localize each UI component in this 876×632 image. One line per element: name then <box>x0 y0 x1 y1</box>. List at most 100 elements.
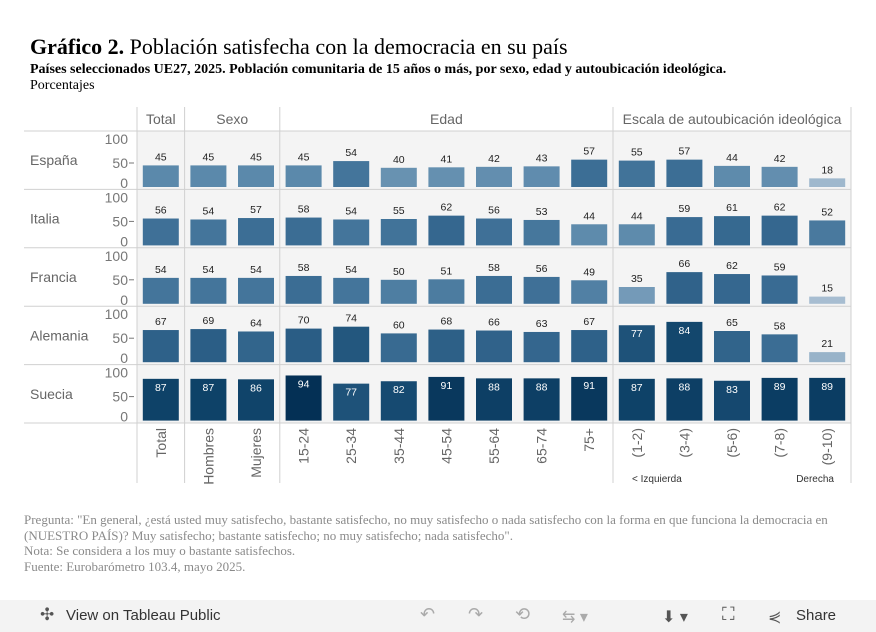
bar-Francia-Hombres <box>190 277 227 304</box>
x-tick-label: 65-74 <box>534 428 550 464</box>
bar-España-45-54 <box>428 167 465 187</box>
x-tick-label: (1-2) <box>629 428 645 458</box>
row-label-Suecia: Suecia <box>30 386 73 402</box>
data-label: 77 <box>345 387 357 399</box>
bar-España-25-34 <box>333 161 370 187</box>
bar-España-(3-4) <box>666 159 703 187</box>
tableau-logo-icon: ✣ <box>40 605 55 624</box>
bar-Alemania-(9-10) <box>809 352 846 363</box>
subtitle-bold: Países seleccionados UE27, 2025. Poblaci… <box>30 62 727 77</box>
y-tick-label: 100 <box>105 306 129 322</box>
data-label: 15 <box>821 283 833 295</box>
data-label: 87 <box>155 382 167 394</box>
undo-icon[interactable]: ↶ <box>420 604 436 624</box>
x-tick-label: 45-54 <box>438 428 454 464</box>
row-label-Francia: Francia <box>30 269 77 285</box>
data-label: 50 <box>393 266 405 278</box>
note-nota: Nota: Se considera a los muy o bastante … <box>24 543 296 558</box>
bar-España-(9-10) <box>809 178 846 187</box>
y-tick-label: 50 <box>112 155 128 171</box>
bar-Suecia-65-74 <box>523 378 560 421</box>
data-label: 45 <box>155 151 167 163</box>
data-label: 45 <box>203 151 215 163</box>
data-label: 58 <box>298 262 310 274</box>
bar-España-15-24 <box>285 165 322 187</box>
subtitle-text: Porcentajes <box>30 78 95 93</box>
y-tick-label: 100 <box>105 365 129 381</box>
bar-Francia-25-34 <box>333 277 370 304</box>
download-icon[interactable]: ⬇ ▾ <box>662 609 688 626</box>
row-label-Alemania: Alemania <box>30 327 89 343</box>
bar-Italia-(9-10) <box>809 220 846 246</box>
data-label: 62 <box>726 260 738 272</box>
data-label: 54 <box>250 264 262 276</box>
revert-icon[interactable]: ⟲ <box>515 604 531 624</box>
data-label: 94 <box>298 378 310 390</box>
data-label: 44 <box>726 152 738 164</box>
bar-Francia-(7-8) <box>761 275 798 304</box>
share-icon[interactable]: ⋞ <box>768 609 782 626</box>
refresh-icon[interactable]: ⇆ ▾ <box>562 609 588 626</box>
view-on-tableau-link[interactable]: View on Tableau Public <box>66 607 221 624</box>
bar-chart: Total Sexo Edad Escala de autoubicación ide… <box>24 107 852 485</box>
group-header: Sexo <box>216 111 248 127</box>
bar-Alemania-55-64 <box>476 330 512 363</box>
row-label-España: España <box>30 152 78 168</box>
data-label: 77 <box>631 328 643 340</box>
bar-Francia-15-24 <box>285 275 322 304</box>
tableau-toolbar: ✣ View on Tableau Public ↶ ↷ ⟲ ⇆ ▾ ⬇ ▾ ⛶… <box>0 600 876 632</box>
bar-Italia-65-74 <box>523 219 560 246</box>
bar-Suecia-(3-4) <box>666 378 703 421</box>
y-tick-label: 50 <box>112 213 128 229</box>
share-button[interactable]: Share <box>796 607 837 624</box>
group-header: Edad <box>430 111 463 127</box>
bar-Alemania-35-44 <box>380 333 417 363</box>
data-label: 62 <box>774 202 786 214</box>
y-tick-label: 100 <box>105 131 129 147</box>
bar-España-Mujeres <box>238 165 274 187</box>
bar-Francia-(5-6) <box>714 274 750 304</box>
bar-Italia-(7-8) <box>761 215 798 246</box>
data-label: 54 <box>345 147 357 159</box>
y-tick-label: 0 <box>120 292 128 308</box>
redo-icon[interactable]: ↷ <box>468 604 484 624</box>
bar-Suecia-Mujeres <box>238 379 274 421</box>
data-label: 66 <box>488 317 500 329</box>
data-label: 87 <box>631 382 643 394</box>
y-tick-label: 50 <box>112 389 128 405</box>
x-tick-label: 35-44 <box>391 428 407 464</box>
bar-Italia-55-64 <box>476 218 512 246</box>
data-label: 68 <box>441 316 453 328</box>
fullscreen-icon[interactable]: ⛶ <box>722 604 735 624</box>
data-label: 18 <box>821 164 833 176</box>
bar-Suecia-(9-10) <box>809 377 846 421</box>
bar-Italia-35-44 <box>380 219 417 246</box>
data-label: 69 <box>203 315 215 327</box>
note-source: Fuente: Eurobarómetro 103.4, mayo 2025. <box>24 558 246 574</box>
bar-Alemania-Total <box>142 330 179 363</box>
x-tick-label: Mujeres <box>248 428 264 478</box>
bar-Francia-65-74 <box>523 276 560 304</box>
data-label: 88 <box>488 381 500 393</box>
bar-Suecia-75+ <box>571 376 608 421</box>
data-label: 45 <box>298 151 310 163</box>
x-tick-label: (3-4) <box>676 428 692 458</box>
y-tick-label: 50 <box>112 330 128 346</box>
bar-Alemania-(5-6) <box>714 331 750 363</box>
x-tick-label: 75+ <box>581 428 597 452</box>
title-number: Gráfico 2. <box>30 34 125 59</box>
data-label: 52 <box>821 206 833 218</box>
bar-Alemania-45-54 <box>428 329 465 363</box>
data-label: 49 <box>583 266 595 278</box>
data-label: 89 <box>821 381 833 393</box>
bar-España-75+ <box>571 159 608 187</box>
bar-Francia-45-54 <box>428 279 465 304</box>
data-label: 55 <box>393 205 405 217</box>
bar-Alemania-65-74 <box>523 331 560 363</box>
bar-Francia-35-44 <box>380 279 417 304</box>
data-label: 55 <box>631 147 643 159</box>
data-label: 74 <box>345 313 357 325</box>
y-tick-label: 0 <box>120 233 128 249</box>
data-label: 58 <box>488 262 500 274</box>
data-label: 56 <box>536 263 548 275</box>
